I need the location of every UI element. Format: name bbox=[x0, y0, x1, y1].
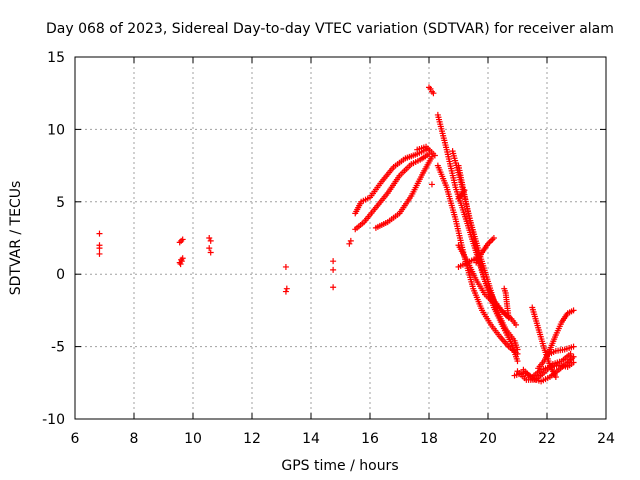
x-tick-label: 14 bbox=[302, 431, 320, 447]
y-tick-label: 5 bbox=[56, 195, 65, 211]
data-point bbox=[96, 250, 103, 257]
data-point bbox=[570, 353, 577, 360]
data-point bbox=[489, 236, 496, 243]
x-tick-label: 24 bbox=[597, 431, 615, 447]
data-point bbox=[330, 266, 337, 273]
x-tick-label: 22 bbox=[538, 431, 556, 447]
x-tick-label: 8 bbox=[130, 431, 139, 447]
data-point bbox=[505, 314, 512, 321]
x-tick-label: 12 bbox=[243, 431, 261, 447]
y-axis-label: SDTVAR / TECUs bbox=[8, 181, 24, 296]
data-point bbox=[431, 152, 438, 159]
data-point bbox=[176, 239, 183, 246]
data-point bbox=[178, 258, 185, 265]
data-point bbox=[282, 288, 289, 295]
data-point bbox=[178, 237, 185, 244]
data-point bbox=[569, 355, 576, 362]
grid-layer bbox=[75, 57, 606, 419]
axis-layer: 6 8 10 12 14 16 18 20 22 24 -10 -5 0 5 10 15 bbox=[42, 50, 615, 447]
data-point bbox=[347, 237, 354, 244]
data-point bbox=[330, 284, 337, 291]
x-tick-label: 6 bbox=[71, 431, 80, 447]
data-point bbox=[490, 235, 497, 241]
chart-title: Day 068 of 2023, Sidereal Day-to-day VTE… bbox=[46, 21, 614, 37]
data-point bbox=[427, 85, 434, 92]
data-point bbox=[461, 187, 468, 194]
data-point bbox=[428, 88, 435, 95]
data-point bbox=[177, 261, 184, 268]
data-point bbox=[487, 237, 494, 244]
data-point bbox=[330, 258, 337, 265]
data-point bbox=[96, 230, 103, 237]
y-tick-label: 10 bbox=[47, 122, 65, 138]
data-point bbox=[514, 350, 521, 357]
data-point bbox=[426, 84, 432, 91]
data-point bbox=[282, 263, 289, 270]
y-tick-label: -10 bbox=[42, 412, 65, 428]
data-point bbox=[346, 240, 353, 247]
plot-frame bbox=[74, 56, 607, 420]
data-point bbox=[207, 237, 214, 244]
data-point bbox=[206, 245, 213, 252]
data-point bbox=[206, 235, 213, 241]
data-point bbox=[207, 249, 214, 256]
x-tick-label: 16 bbox=[361, 431, 379, 447]
data-point bbox=[570, 307, 577, 314]
data-points bbox=[96, 84, 577, 385]
data-point bbox=[283, 285, 290, 292]
data-point bbox=[570, 343, 577, 350]
y-tick-label: 15 bbox=[47, 50, 65, 66]
data-point bbox=[513, 321, 520, 328]
data-point bbox=[570, 359, 577, 366]
x-tick-label: 18 bbox=[420, 431, 438, 447]
y-tick-label: 0 bbox=[56, 267, 65, 283]
data-point bbox=[552, 374, 559, 381]
x-tick-label: 20 bbox=[479, 431, 497, 447]
data-point bbox=[96, 245, 103, 252]
data-point bbox=[430, 90, 437, 97]
data-point bbox=[179, 236, 186, 243]
y-tick-label: -5 bbox=[51, 340, 65, 356]
data-point bbox=[428, 181, 435, 188]
data-point bbox=[514, 358, 521, 365]
x-axis-label: GPS time / hours bbox=[281, 458, 398, 474]
data-point bbox=[567, 350, 574, 357]
data-point bbox=[179, 255, 186, 262]
x-tick-label: 10 bbox=[184, 431, 202, 447]
